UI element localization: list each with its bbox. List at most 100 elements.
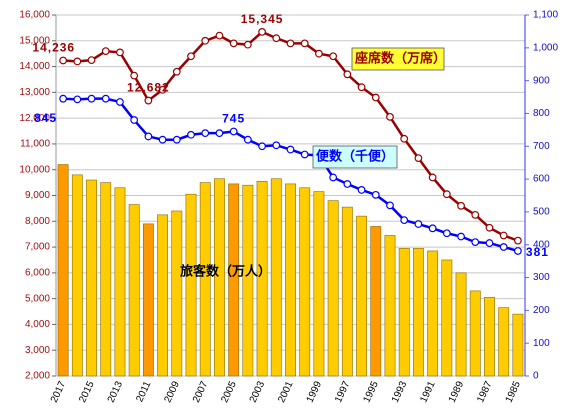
marker [172,135,181,144]
bar [484,297,495,377]
bar [398,248,410,377]
marker [371,190,380,199]
bar [157,214,169,377]
y2-tick-label: 300 [533,272,550,283]
bar [214,178,225,377]
marker [471,238,480,247]
marker [471,210,480,219]
marker [130,71,139,80]
legend-label: 座席数（万席） [354,50,446,65]
marker [158,85,167,94]
bar [370,226,382,377]
y2-tick-label: 700 [533,141,550,152]
marker [371,93,380,102]
bar [228,183,240,377]
y2-tick-label: 200 [533,305,550,316]
marker [87,56,96,65]
y-tick-label: 8,000 [25,216,50,227]
y2-tick-label: 1,000 [533,42,558,53]
marker [243,135,252,144]
y-tick-label: 15,000 [19,35,50,46]
bar [100,182,112,377]
marker [513,236,522,245]
y2-tick-label: 0 [533,371,539,382]
marker [215,129,224,138]
bar [142,223,154,377]
bar [412,248,424,377]
y-tick-label: 13,000 [19,87,50,98]
marker [59,56,68,65]
y2-tick-label: 800 [533,108,550,119]
y-tick-label: 14,000 [19,61,50,72]
y2-tick-label: 100 [533,338,550,349]
marker [144,132,153,141]
y2-tick-label: 1,100 [533,10,558,21]
bar [299,187,311,377]
legend-box [312,145,398,169]
data-label: 381 [526,245,549,259]
y-tick-label: 10,000 [19,164,50,175]
marker [258,27,266,36]
bar [327,200,339,377]
marker [229,127,238,136]
bar [512,313,524,377]
bar [384,235,396,377]
marker [73,57,82,66]
marker [442,229,451,238]
marker [414,220,423,228]
marker [329,52,338,61]
marker [101,47,110,55]
marker [400,134,409,143]
legend-label: 便数（千便） [316,148,394,163]
marker [116,98,124,106]
bar [57,164,69,377]
bar [455,272,467,377]
y-tick-label: 12,000 [19,113,50,124]
legend-label: 旅客数（万人） [180,263,271,278]
bar [313,191,325,377]
marker [513,247,522,255]
marker [499,243,508,251]
data-label: 745 [222,112,245,126]
bar [185,193,197,377]
marker [428,224,437,233]
y-tick-label: 2,000 [25,371,50,382]
marker [357,83,366,92]
marker [116,48,124,57]
bar [270,178,282,377]
bar [86,179,97,377]
y-tick-label: 11,000 [20,139,50,150]
marker [73,95,82,104]
marker [357,186,366,194]
data-label: 14,236 [32,41,75,55]
marker [428,173,437,182]
bar [128,204,140,377]
marker [457,232,465,241]
marker [343,180,352,188]
bar [114,187,126,377]
marker [87,94,96,103]
y2-tick-label: 900 [533,75,550,86]
marker [201,36,210,45]
marker [414,154,423,163]
data-label: 12,682 [127,81,170,95]
bar [256,181,268,377]
marker [201,129,210,138]
marker [315,49,323,58]
data-label: 15,345 [241,12,284,26]
y-tick-label: 9,000 [25,190,50,201]
legend-box [351,47,445,71]
marker [158,135,167,144]
marker [343,70,352,79]
marker [286,145,295,154]
bar [71,174,83,377]
marker [101,94,110,103]
marker [300,39,309,48]
marker [400,216,409,225]
marker [300,150,309,159]
y2-tick-label: 600 [533,174,550,185]
marker [187,130,195,139]
y-tick-label: 7,000 [25,242,50,253]
marker [215,31,224,40]
